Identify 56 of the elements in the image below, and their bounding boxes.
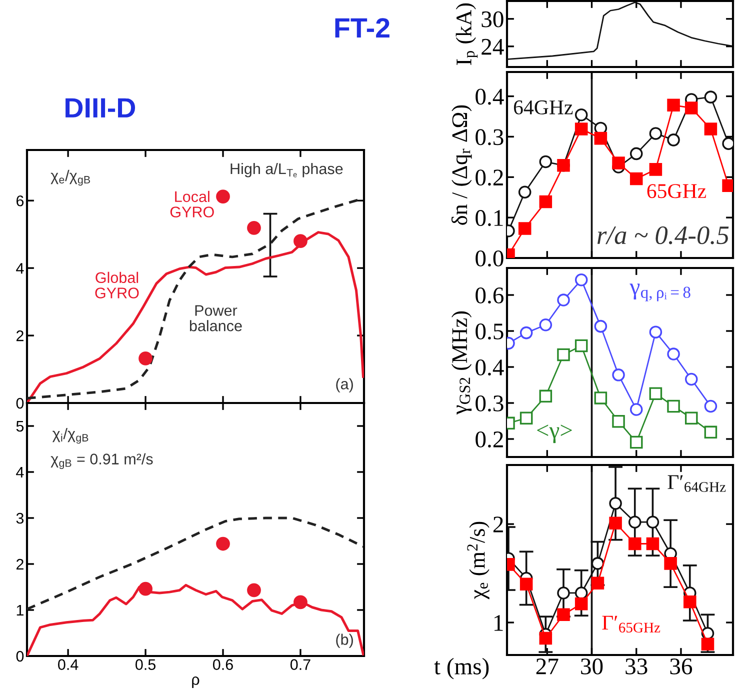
y-tick-label: 0.2: [476, 170, 503, 186]
y-tick-label: 3: [16, 512, 24, 524]
annotation: (a): [336, 378, 353, 392]
y-tick-label: 2: [493, 516, 503, 532]
y-axis-title: I$_{p}$ (kA): [456, 3, 478, 65]
y-tick-label: 0.2: [476, 431, 503, 448]
x-tick-label: 0.5: [136, 659, 156, 670]
series-label: Γ′$_{64GHz}$: [668, 475, 726, 492]
y-tick-label: 0.3: [476, 129, 504, 146]
x-tick-label: 0.6: [212, 659, 233, 670]
y-tick-label: 0.4: [476, 88, 504, 105]
y-tick-label: 0.6: [476, 287, 504, 304]
y-tick-label: 0: [16, 650, 24, 662]
y-tick-label: 0.0: [476, 250, 504, 267]
annotation: χ$_{gB}$ = 0.91 m²/s: [50, 453, 153, 469]
y-tick-label: 2: [16, 330, 24, 342]
y-tick-label: 4: [16, 467, 24, 478]
x-tick-label: 30: [581, 658, 603, 674]
y-tick-label: 4: [16, 263, 24, 274]
y-tick-label: 0.5: [476, 323, 504, 340]
y-axis-title: δn / (Δq$_{r}$ ΔΩ): [451, 105, 472, 225]
annotation: r/a ~ 0.4-0.5: [597, 226, 729, 244]
y-tick-label: 30: [482, 11, 504, 28]
y-tick-label: 1: [494, 615, 503, 631]
y-tick-label: 6: [16, 195, 24, 206]
x-tick-label: 36: [670, 658, 692, 674]
x-tick-label: 0.4: [58, 659, 78, 670]
series-label: Power balance: [190, 305, 242, 332]
chart-title: DIII-D: [66, 98, 136, 118]
y-tick-label: 24: [482, 38, 504, 55]
y-tick-label: 0: [16, 398, 24, 409]
series-label: <γ>: [537, 424, 572, 444]
y-tick-label: 5: [16, 421, 24, 432]
y-tick-label: 2: [16, 558, 24, 570]
x-axis-title: ρ: [192, 676, 200, 688]
series-label: 64GHz: [514, 100, 573, 114]
y-tick-label: 0.1: [476, 210, 503, 226]
annotation: High a/L$_{Tₑ}$ phase: [230, 162, 343, 178]
y-tick-label: 0.3: [476, 395, 504, 412]
x-tick-label: 0.7: [290, 659, 310, 670]
series-label: Γ′$_{65GHz}$: [602, 616, 660, 633]
series-label: Local GYRO: [170, 190, 214, 218]
y-tick-label: 1: [16, 605, 24, 616]
annotation: χ$_{i}$/χ$_{gB}$: [52, 428, 88, 444]
series-label: γ$_{q,ρᵢ=8}$: [630, 284, 690, 302]
y-axis-title: χ$_{e}$ (m$^{2}$/s): [467, 522, 490, 600]
y-axis-title: γ$_{GS2}$ (MHz): [451, 311, 472, 415]
y-tick-label: 0.4: [476, 359, 504, 376]
x-tick-label: 33: [626, 658, 648, 674]
annotation: χ$_{e}$/χ$_{gB}$: [50, 170, 90, 186]
x-axis-title: t (ms): [434, 658, 489, 680]
series-label: 65GHz: [647, 184, 706, 198]
chart-title: FT-2: [335, 18, 390, 38]
series-label: Global GYRO: [95, 272, 139, 298]
x-tick-label: 27: [536, 658, 558, 674]
annotation: (b): [336, 634, 353, 648]
